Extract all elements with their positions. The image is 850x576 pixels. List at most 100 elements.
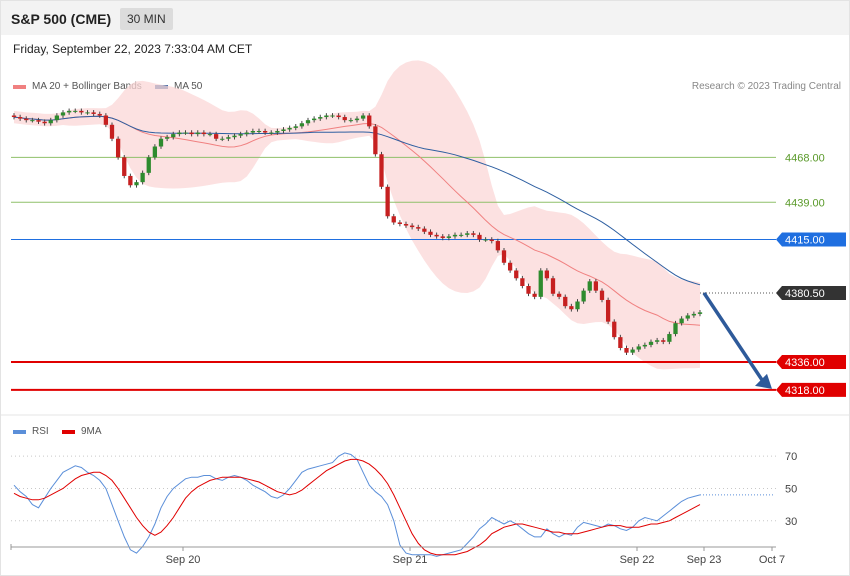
candle [403,221,409,228]
candle-body [409,225,415,228]
candle-body [477,234,482,240]
candle [642,342,648,349]
level-label-4318-00: 4318.00 [785,385,825,397]
candle [385,184,390,219]
candle-body [385,186,390,217]
price-panel: 4468.00 4439.00 4415.00 4380.50 4336.00 4318.… [11,60,846,397]
candle [140,170,145,185]
candle [207,131,213,137]
candle-body [189,132,194,135]
candle [483,237,488,242]
timestamp: Friday, September 22, 2023 7:33:04 AM CE… [13,42,253,56]
time-tick-label: Sep 23 [687,554,722,566]
candle-body [397,222,403,224]
candle-body [73,110,78,112]
candle [73,108,78,114]
candle [605,297,611,324]
candle-body [262,131,268,133]
candle [434,232,439,239]
candle-body [140,172,145,183]
candle-body [661,340,666,342]
candle [299,120,305,129]
candle-body [109,124,115,139]
candle-body [379,154,384,187]
candle [36,117,41,125]
candle [275,128,280,135]
candle-body [146,157,151,173]
rsi-tick-30: 30 [785,516,797,528]
time-tick-label: Oct 7 [759,554,785,566]
candle [103,113,109,128]
candle [152,144,158,160]
candle [581,288,586,304]
candle [440,234,445,241]
candle [146,155,151,176]
candle-body [391,216,396,223]
rsi-label: RSI [32,426,49,437]
rsi-tick-50: 50 [785,483,797,495]
candle [556,291,562,300]
candle [342,114,347,123]
candle-body [458,234,464,236]
candle-body [587,281,592,291]
interval-badge[interactable]: 30 MIN [120,8,173,30]
candle-body [544,270,550,279]
candle [287,125,292,132]
candle [305,117,311,126]
candle [532,291,537,300]
candle [60,110,66,118]
candle-body [11,115,17,118]
ma9-label: 9MA [81,426,102,437]
candle [177,130,182,137]
candle [373,124,378,157]
candle-body [446,236,452,238]
candle [128,173,133,188]
candle-body [134,182,139,186]
candle [318,114,323,121]
candle-body [128,175,133,186]
credit: Research © 2023 Trading Central [691,81,841,92]
candle [201,130,207,137]
candle [262,128,268,135]
candle-body [630,349,635,353]
candle-body [532,293,537,297]
candle-body [269,132,274,134]
candle-body [575,301,580,310]
candle [507,260,513,273]
candle [587,279,592,293]
candle [526,283,531,297]
candle-body [17,117,23,119]
candle-body [281,129,286,131]
candle-body [636,346,641,350]
candle [618,334,623,351]
candle [495,238,501,253]
candle [348,117,354,123]
candle-body [403,224,409,226]
candle-body [691,313,697,316]
candle [281,127,286,134]
candle [85,110,90,115]
candle [648,339,654,348]
legend-ma20: MA 20 + Bollinger Bands [13,81,142,92]
time-tick-label: Sep 20 [166,554,201,566]
candle [97,111,102,118]
candle-body [367,115,372,127]
candle-body [440,236,445,238]
candle [293,124,298,131]
candle-body [624,348,629,353]
candle [183,130,188,135]
level-tag-4318-00 [776,382,846,397]
level-label-4380-50: 4380.50 [785,288,825,300]
candle-body [556,293,562,297]
candle-body [201,132,207,135]
candle [195,130,200,137]
candle-body [30,120,35,122]
candle-body [336,115,341,118]
candle-body [452,234,458,237]
candle-body [91,112,96,114]
candle-body [642,344,648,347]
candle [465,230,470,238]
candle-body [305,120,311,124]
candle-body [60,112,66,116]
